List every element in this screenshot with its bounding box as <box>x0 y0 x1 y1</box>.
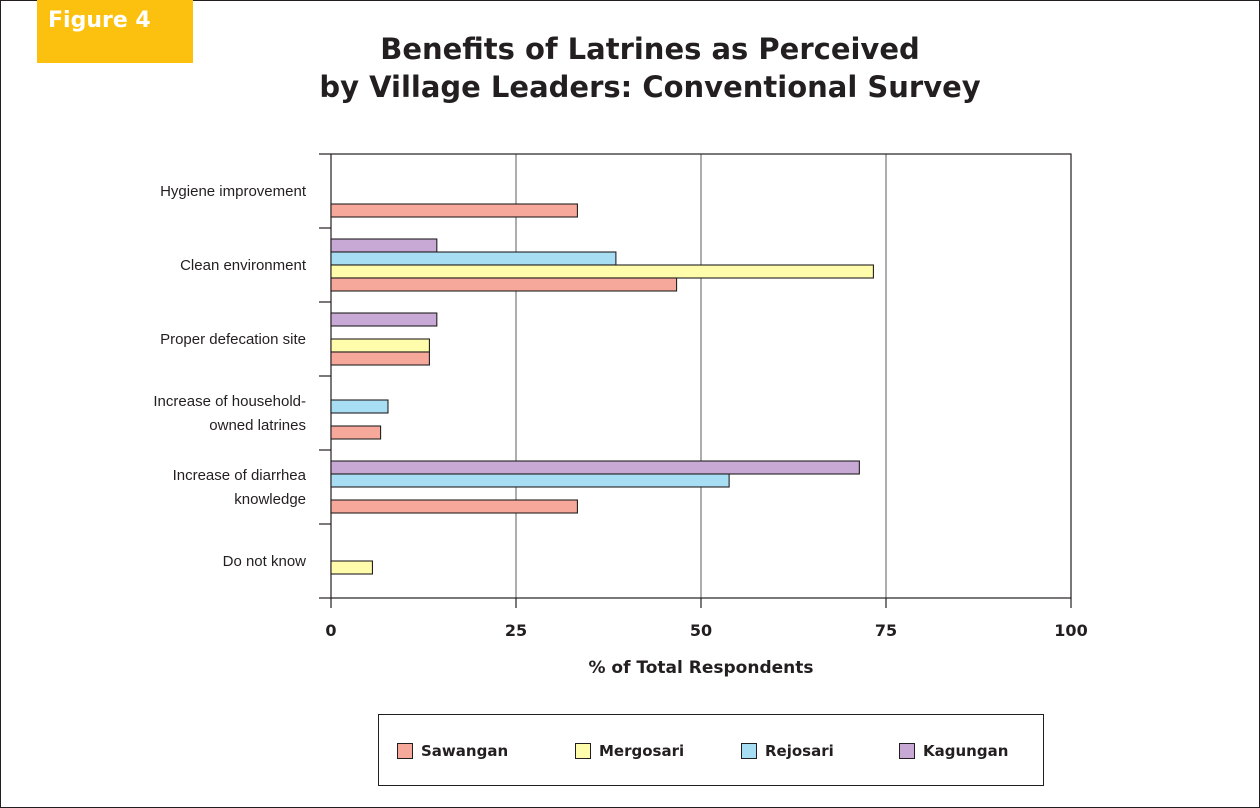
figure-label: Figure 4 <box>37 0 193 63</box>
bar-sawangan <box>330 203 578 218</box>
legend-swatch-mergosari <box>575 743 591 759</box>
category-label: Increase of diarrhea <box>173 467 307 484</box>
legend-item-sawangan: Sawangan <box>397 742 508 760</box>
bar-rejosari <box>330 473 730 488</box>
category-label: Hygiene improvement <box>160 183 307 200</box>
bar-kagungan <box>330 238 438 253</box>
chart-title-line-1: Benefits of Latrines as Perceived <box>380 32 920 66</box>
legend-item-mergosari: Mergosari <box>575 742 684 760</box>
legend-item-kagungan: Kagungan <box>899 742 1008 760</box>
chart-title-line-2: by Village Leaders: Conventional Survey <box>319 70 981 104</box>
legend-item-rejosari: Rejosari <box>741 742 834 760</box>
legend-swatch-sawangan <box>397 743 413 759</box>
legend-label-mergosari: Mergosari <box>599 742 685 760</box>
legend-swatch-rejosari <box>741 743 757 759</box>
x-tick-label: 25 <box>505 621 527 640</box>
category-label: owned latrines <box>209 417 306 434</box>
category-label: Increase of household- <box>153 393 306 410</box>
bar-kagungan <box>330 312 438 327</box>
legend-swatch-kagungan <box>899 743 915 759</box>
legend-label-rejosari: Rejosari <box>765 742 834 760</box>
x-tick-label: 50 <box>690 621 712 640</box>
x-axis-title: % of Total Respondents <box>588 658 813 678</box>
bar-rejosari <box>330 251 617 266</box>
legend-label-sawangan: Sawangan <box>421 742 509 760</box>
x-tick-label: 75 <box>875 621 897 640</box>
category-label: Do not know <box>223 553 307 570</box>
x-tick-label: 0 <box>325 621 336 640</box>
category-label: Proper defecation site <box>160 331 306 348</box>
category-label: Clean environment <box>180 257 307 274</box>
bar-mergosari <box>330 338 430 353</box>
legend-label-kagungan: Kagungan <box>923 742 1009 760</box>
bar-sawangan <box>330 277 678 292</box>
bar-rejosari <box>330 399 389 414</box>
x-tick-label: 100 <box>1054 621 1087 640</box>
bar-kagungan <box>330 460 860 475</box>
bar-sawangan <box>330 425 382 440</box>
bar-mergosari <box>330 264 874 279</box>
bar-sawangan <box>330 351 430 366</box>
legend: Sawangan Mergosari Rejosari Kagungan <box>378 714 1044 786</box>
category-label: knowledge <box>234 491 306 508</box>
bar-mergosari <box>330 560 373 575</box>
chart-title: Benefits of Latrines as Perceived by Vil… <box>250 30 1050 106</box>
bar-sawangan <box>330 499 578 514</box>
